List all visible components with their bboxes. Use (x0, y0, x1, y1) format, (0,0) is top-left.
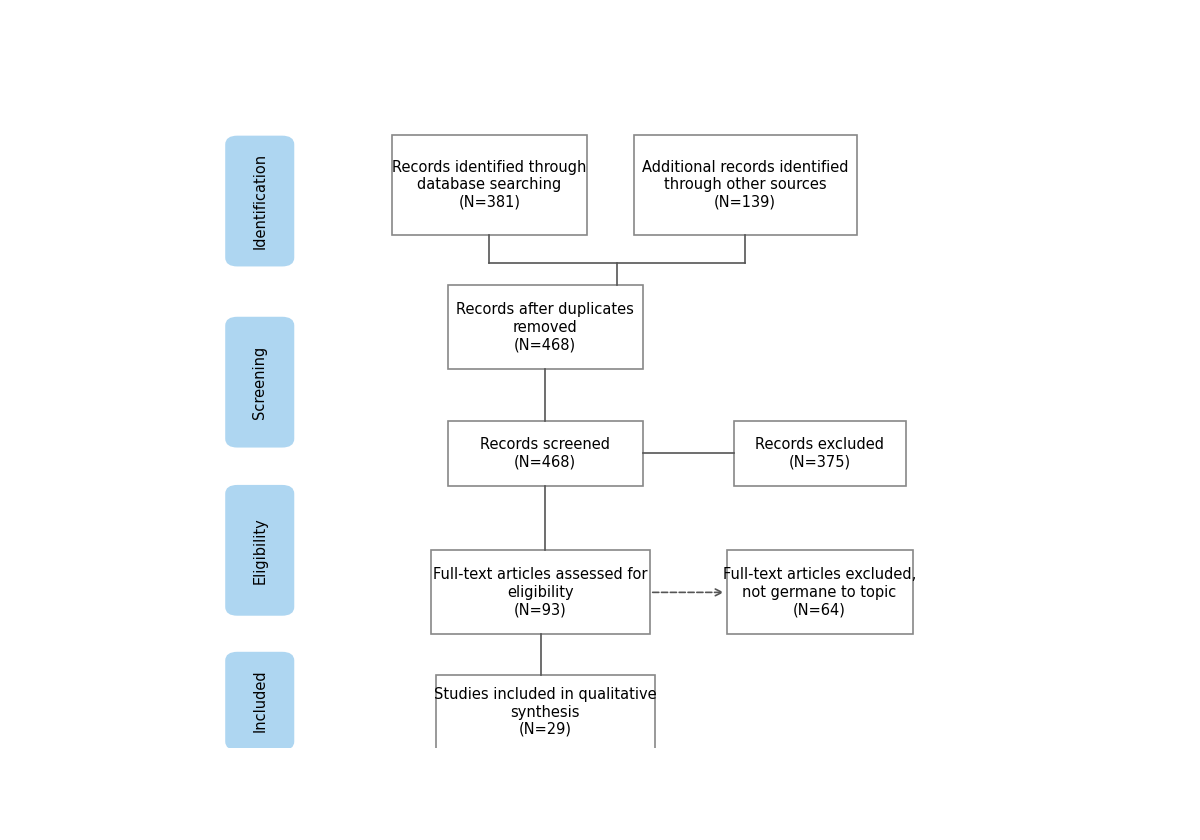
Text: Screening: Screening (252, 345, 268, 419)
FancyBboxPatch shape (733, 421, 906, 486)
FancyBboxPatch shape (391, 134, 587, 235)
Text: Identification: Identification (252, 153, 268, 249)
Text: Additional records identified
through other sources
(N=139): Additional records identified through ot… (642, 160, 848, 210)
FancyBboxPatch shape (227, 653, 293, 749)
FancyBboxPatch shape (227, 137, 293, 265)
Text: Records after duplicates
removed
(N=468): Records after duplicates removed (N=468) (456, 302, 634, 352)
Text: Records identified through
database searching
(N=381): Records identified through database sear… (392, 160, 587, 210)
Text: Eligibility: Eligibility (252, 517, 268, 584)
Text: Studies included in qualitative
synthesis
(N=29): Studies included in qualitative synthesi… (434, 687, 656, 737)
FancyBboxPatch shape (448, 421, 643, 486)
FancyBboxPatch shape (431, 550, 650, 634)
Text: Records excluded
(N=375): Records excluded (N=375) (755, 437, 884, 470)
Text: Full-text articles assessed for
eligibility
(N=93): Full-text articles assessed for eligibil… (433, 568, 648, 617)
Text: Records screened
(N=468): Records screened (N=468) (480, 437, 611, 470)
FancyBboxPatch shape (227, 318, 293, 447)
FancyBboxPatch shape (634, 134, 857, 235)
FancyBboxPatch shape (436, 675, 654, 749)
FancyBboxPatch shape (227, 486, 293, 615)
FancyBboxPatch shape (727, 550, 913, 634)
FancyBboxPatch shape (448, 285, 643, 370)
Text: Full-text articles excluded,
not germane to topic
(N=64): Full-text articles excluded, not germane… (722, 568, 917, 617)
Text: Included: Included (252, 669, 268, 732)
